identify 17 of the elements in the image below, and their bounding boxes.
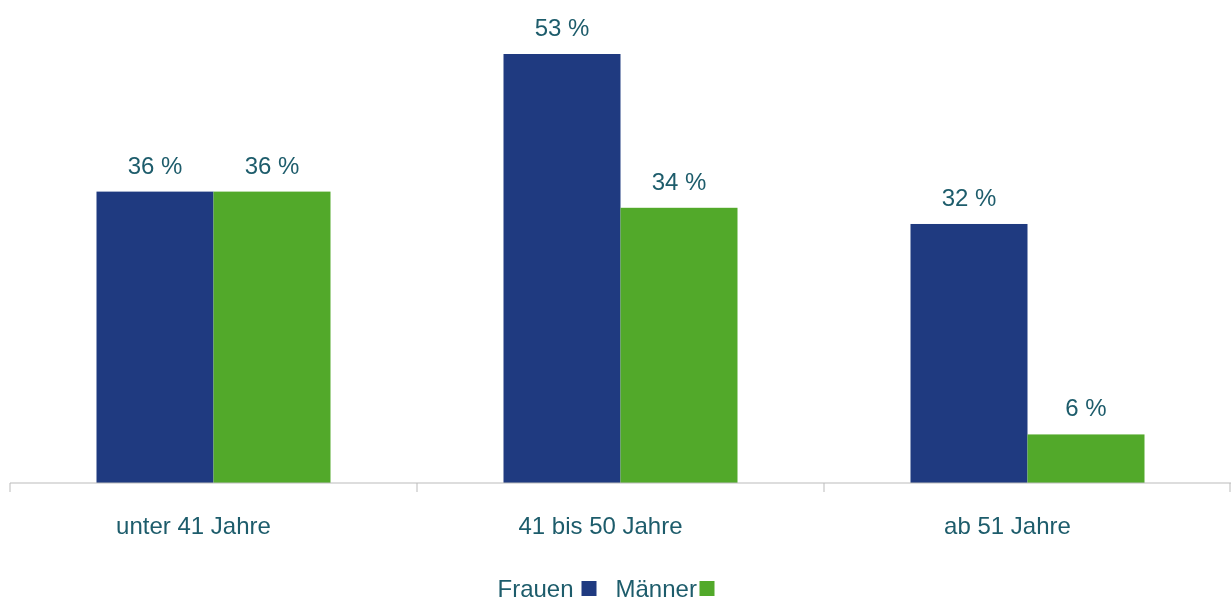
x-tick-label: unter 41 Jahre <box>116 512 271 539</box>
bar <box>213 191 331 483</box>
legend-label: Männer <box>615 575 697 601</box>
x-tick-label: ab 51 Jahre <box>944 512 1071 539</box>
data-label: 53 % <box>534 14 590 41</box>
bar <box>96 191 214 483</box>
bar <box>503 54 621 483</box>
data-label: 36 % <box>127 151 183 179</box>
data-label: 6 % <box>1065 394 1107 422</box>
x-tick-label: 41 bis 50 Jahre <box>518 512 683 539</box>
legend-label: Frauen <box>497 575 574 601</box>
bar <box>620 207 738 483</box>
data-label: 36 % <box>244 151 300 179</box>
data-label: 34 % <box>651 167 707 195</box>
data-label: 32 % <box>941 183 997 211</box>
bar <box>1027 434 1145 483</box>
bar <box>910 223 1028 483</box>
